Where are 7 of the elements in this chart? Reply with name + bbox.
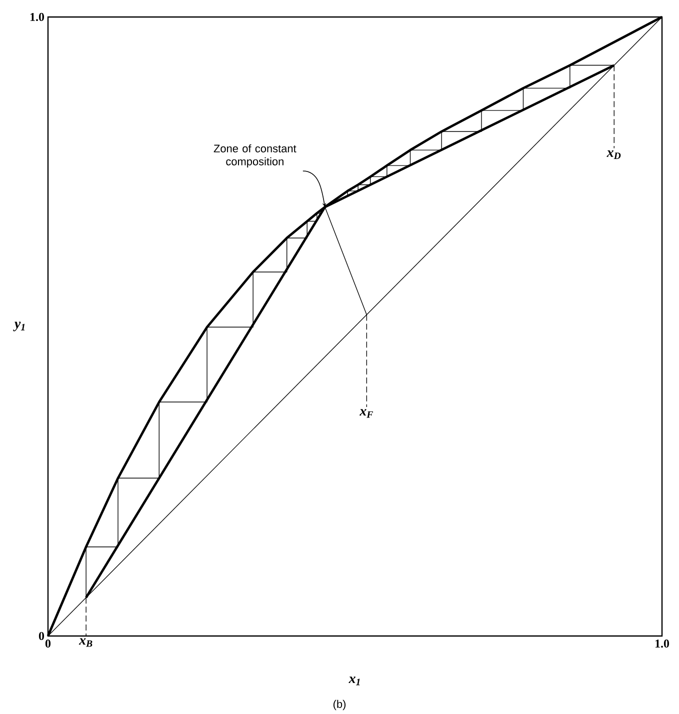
annotation: x$_{D}$ <box>606 150 621 159</box>
x-axis-title: x$_{1}$ <box>348 676 360 686</box>
annotation: x$_{F}$ <box>360 409 373 418</box>
text: (b) <box>333 700 346 710</box>
annotation: x$_{B}$ <box>78 638 92 647</box>
annotation: Zone of constant composition <box>214 144 296 168</box>
y-axis-title: y$_{1}$ <box>13 322 25 332</box>
